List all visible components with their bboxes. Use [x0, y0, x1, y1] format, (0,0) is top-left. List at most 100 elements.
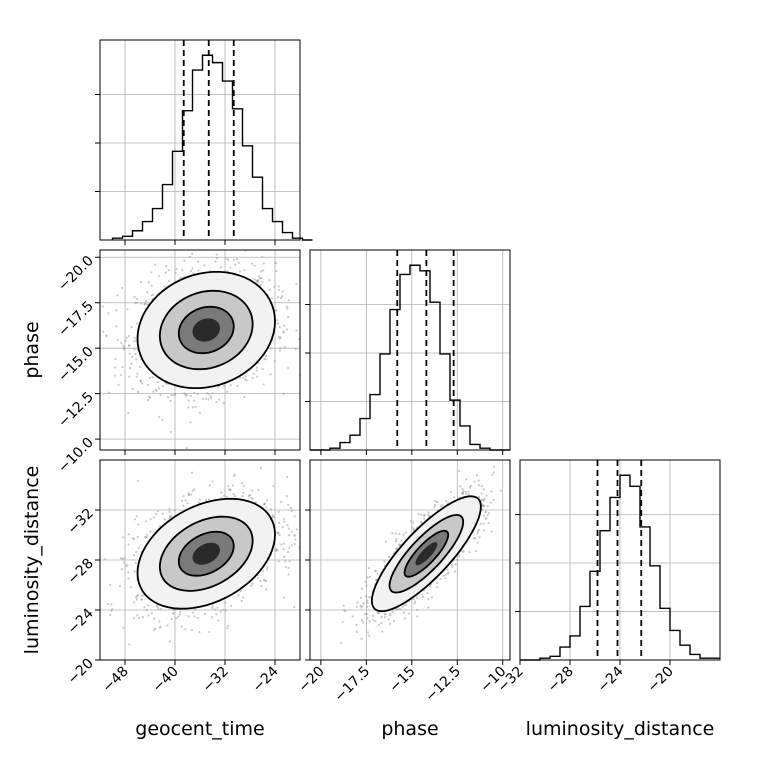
scatter-point — [477, 479, 480, 482]
scatter-point — [352, 535, 354, 537]
scatter-point — [440, 505, 443, 508]
scatter-point — [427, 511, 430, 514]
scatter-point — [302, 537, 304, 539]
scatter-point — [187, 615, 190, 618]
scatter-point — [265, 588, 268, 591]
scatter-point — [282, 392, 285, 395]
scatter-point — [355, 605, 358, 609]
scatter-point — [138, 616, 141, 620]
scatter-point — [127, 571, 130, 574]
scatter-point — [283, 346, 286, 349]
scatter-point — [282, 324, 286, 327]
scatter-point — [289, 506, 292, 509]
panel-content — [101, 241, 309, 450]
scatter-point — [365, 584, 368, 587]
scatter-point — [485, 494, 488, 497]
scatter-point — [250, 262, 254, 265]
scatter-point — [392, 619, 395, 623]
scatter-point — [124, 339, 127, 342]
scatter-point — [361, 621, 365, 624]
scatter-point — [482, 529, 486, 532]
scatter-point — [127, 543, 130, 546]
scatter-point — [446, 568, 449, 571]
scatter-point — [210, 616, 214, 619]
scatter-point — [462, 489, 465, 493]
contour-line-2 — [177, 530, 235, 577]
scatter-point — [109, 583, 112, 587]
hist-panel-geocent_time — [95, 39, 313, 245]
scatter-point — [122, 347, 126, 351]
histogram-phase — [310, 264, 510, 451]
scatter-point — [453, 496, 456, 499]
ytick-label-luminosity_distance: −20 — [65, 656, 97, 688]
scatter-point — [281, 526, 284, 529]
scatter-point — [234, 495, 237, 498]
scatter-point — [209, 395, 212, 398]
contour-line-1 — [388, 513, 465, 594]
scatter-point — [482, 522, 485, 525]
density-level-3 — [192, 542, 220, 565]
scatter-point — [490, 490, 493, 493]
scatter-point — [145, 300, 148, 303]
scatter-point — [187, 399, 190, 402]
scatter-point — [522, 463, 524, 465]
scatter-point — [442, 574, 445, 577]
scatter-point — [210, 396, 213, 400]
scatter-point — [119, 373, 123, 376]
scatter-point — [139, 379, 142, 382]
scatter-point — [415, 596, 419, 599]
scatter-point — [342, 604, 345, 607]
scatter-point — [191, 252, 194, 255]
scatter-point — [423, 517, 426, 520]
scatter-point — [163, 518, 166, 521]
scatter-point — [141, 616, 145, 619]
scatter-point — [481, 508, 484, 511]
scatter-point — [222, 608, 225, 611]
scatter-point — [374, 569, 377, 572]
scatter-point — [189, 421, 192, 424]
scatter-point — [275, 269, 278, 273]
scatter-point — [153, 617, 156, 620]
scatter-point — [134, 301, 137, 305]
scatter-point — [150, 612, 153, 615]
scatter-point — [259, 580, 262, 583]
scatter-point — [113, 374, 117, 377]
scatter-point — [285, 328, 288, 331]
xtick-label-geocent_time: −48 — [100, 664, 132, 696]
scatter-point — [391, 532, 394, 535]
scatter-point — [409, 519, 413, 523]
scatter-point — [403, 603, 406, 607]
scatter-point — [89, 531, 91, 533]
scatter-point — [256, 281, 259, 284]
scatter-point — [450, 563, 453, 566]
scatter-point — [121, 536, 124, 539]
scatter-point — [416, 615, 419, 618]
scatter-point — [145, 520, 148, 523]
scatter-point — [307, 328, 309, 330]
scatter-point — [272, 515, 275, 519]
scatter-point — [136, 322, 139, 325]
scatter-point — [135, 515, 139, 518]
scatter-point — [481, 498, 484, 501]
scatter-point — [229, 383, 232, 387]
scatter-point — [286, 524, 289, 527]
scatter-point — [217, 385, 220, 388]
scatter-point — [126, 308, 129, 311]
density-panel-geocent_time-luminosity_distance — [89, 459, 354, 665]
scatter-point — [116, 294, 119, 297]
scatter-point — [276, 322, 280, 325]
scatter-point — [266, 566, 269, 569]
scatter-point — [278, 533, 281, 537]
scatter-point — [147, 280, 150, 284]
scatter-point — [240, 481, 243, 485]
scatter-point — [203, 264, 206, 267]
xtick-label-geocent_time: −24 — [250, 663, 282, 695]
scatter-point — [461, 487, 464, 491]
scatter-point — [239, 589, 242, 593]
scatter-point — [139, 302, 143, 305]
scatter-point — [158, 620, 161, 623]
scatter-point — [433, 506, 436, 509]
scatter-point — [400, 539, 403, 542]
scatter-point — [285, 305, 288, 308]
scatter-point — [235, 241, 237, 243]
